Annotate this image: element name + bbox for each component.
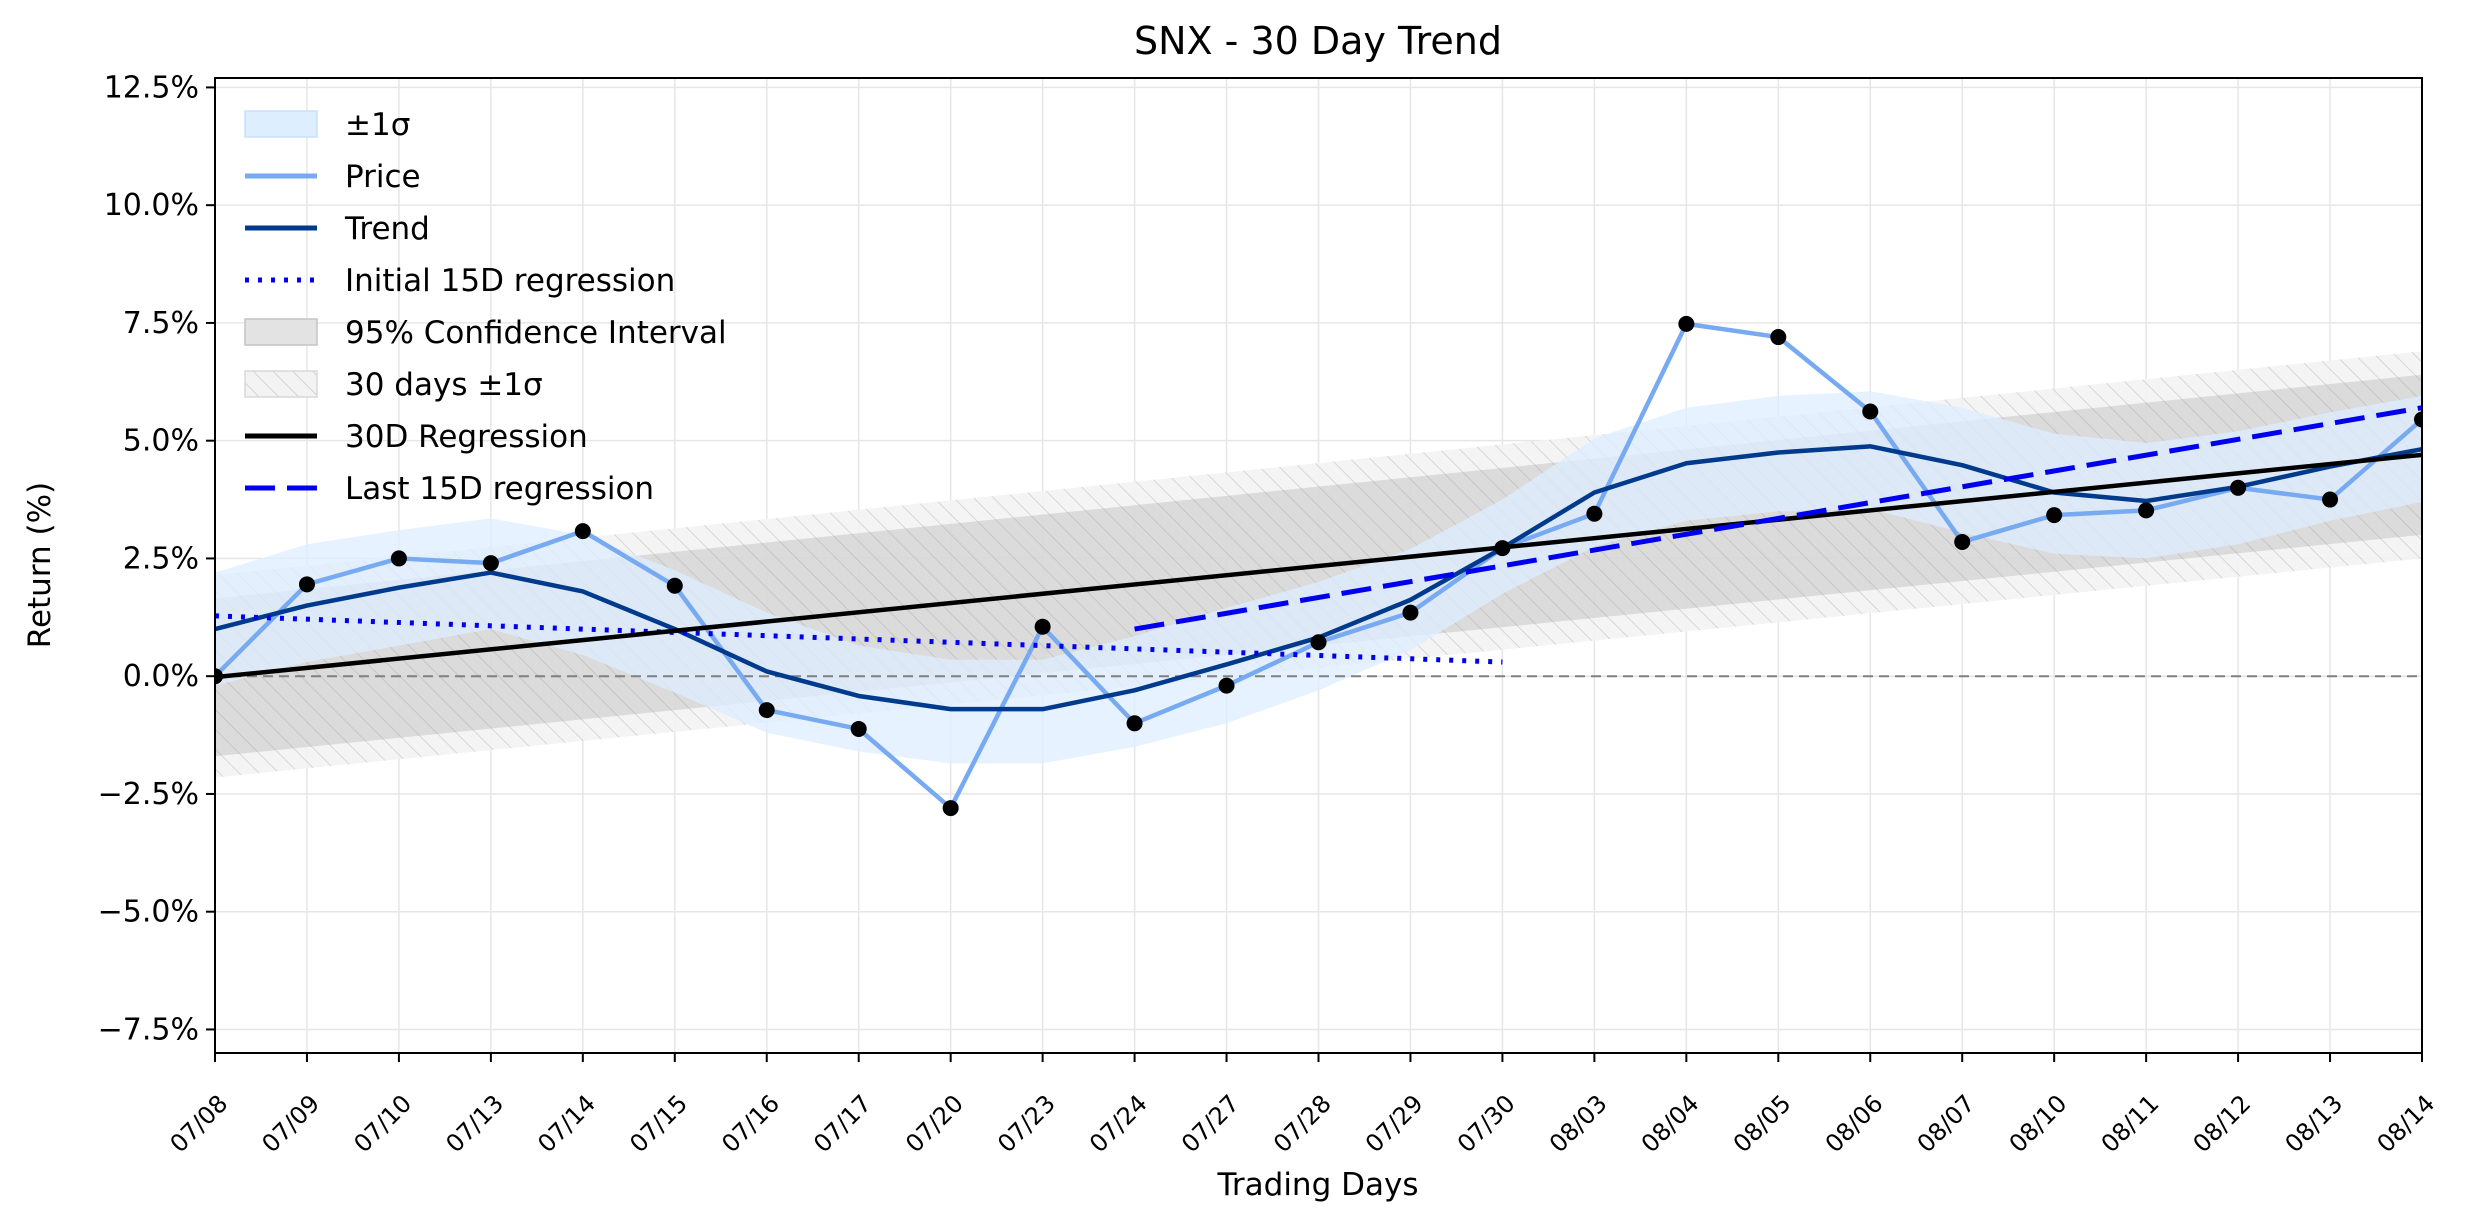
series-30d-regression [215,452,2422,680]
y-tick-label: 12.5% [104,70,199,105]
price-point [1034,618,1051,635]
y-axis: −7.5% −5.0% −2.5% 0.0% 2.5% 5.0% 7.5% 10.0% 12.5… [98,70,215,1047]
price-markers [215,315,2422,817]
price-point [1310,634,1327,651]
x-tick-label: 07/15 [624,1089,693,1158]
y-tick-label: 7.5% [123,306,199,341]
y-tick-label: 2.5% [123,541,199,576]
price-point [298,576,315,593]
x-tick-label: 07/27 [1176,1089,1245,1158]
x-tick-label: 08/04 [1636,1089,1705,1158]
x-axis-label: Trading Days [1217,1167,1419,1203]
legend-label-initial-15d-regression: Initial 15D regression [345,263,675,299]
price-point [390,550,407,567]
price-point [1954,533,1971,550]
y-tick-label: 0.0% [123,659,199,694]
price-point [215,668,223,685]
legend-label-trend: Trend [344,211,430,247]
price-point [2322,491,2339,508]
price-point [666,577,683,594]
price-point [1770,329,1787,346]
price-point [850,720,867,737]
price-point [1218,677,1235,694]
x-tick-label: 07/24 [1084,1089,1153,1158]
legend-label-last-15d-regression: Last 15D regression [345,471,654,507]
y-tick-label: 5.0% [123,424,199,459]
price-point [1494,540,1511,557]
chart-title: SNX - 30 Day Trend [1134,19,1502,63]
price-point [1402,604,1419,621]
price-point [2230,479,2247,496]
legend-label-1: ±1σ [345,107,410,143]
x-tick-label: 07/17 [808,1089,877,1158]
x-tick-label: 08/03 [1544,1089,1613,1158]
legend-label-30-days-1: 30 days ±1σ [345,367,543,403]
x-tick-label: 07/08 [165,1089,234,1158]
y-axis-label: Return (%) [22,482,58,648]
x-tick-label: 08/07 [1912,1089,1981,1158]
x-tick-label: 07/13 [440,1089,509,1158]
x-axis: 07/08 07/09 07/10 07/13 07/14 07/15 07/16 07/17… [165,1053,2441,1158]
price-point [1586,505,1603,522]
price-point [2414,411,2422,428]
price-point [2046,507,2063,524]
legend-swatch-1 [244,110,318,138]
x-tick-label: 07/30 [1452,1089,1521,1158]
legend-swatch-30-days-1 [244,370,318,398]
x-tick-label: 07/23 [992,1089,1061,1158]
x-tick-label: 08/11 [2096,1089,2165,1158]
legend-label-price: Price [345,159,421,195]
legend: ±1σ Price Trend Initial 15D regression 95% C… [244,107,727,507]
y-tick-label: −7.5% [98,1012,199,1047]
x-tick-label: 08/10 [2004,1089,2073,1158]
price-point [2138,502,2155,519]
price-point [482,555,499,572]
price-point [758,702,775,719]
price-point [1678,315,1695,332]
legend-swatch-95-confidence-interval [244,318,318,346]
price-point [574,523,591,540]
x-tick-label: 07/29 [1360,1089,1429,1158]
price-point [1126,715,1143,732]
y-tick-label: 10.0% [104,188,199,223]
x-tick-label: 08/14 [2372,1089,2441,1158]
x-tick-label: 07/09 [256,1089,325,1158]
x-tick-label: 08/06 [1820,1089,1889,1158]
y-tick-label: −2.5% [98,777,199,812]
x-tick-label: 08/12 [2188,1089,2257,1158]
x-tick-label: 07/28 [1268,1089,1337,1158]
y-tick-label: −5.0% [98,895,199,930]
series-last-15d-regression [1134,405,2422,632]
legend-label-95-confidence-interval: 95% Confidence Interval [345,315,727,351]
x-tick-label: 07/20 [900,1089,969,1158]
x-tick-label: 08/05 [1728,1089,1797,1158]
x-tick-label: 07/10 [348,1089,417,1158]
price-point [1862,403,1879,420]
x-tick-label: 07/14 [532,1089,601,1158]
price-point [942,800,959,817]
legend-label-30d-regression: 30D Regression [345,419,588,455]
x-tick-label: 07/16 [716,1089,785,1158]
x-tick-label: 08/13 [2280,1089,2349,1158]
